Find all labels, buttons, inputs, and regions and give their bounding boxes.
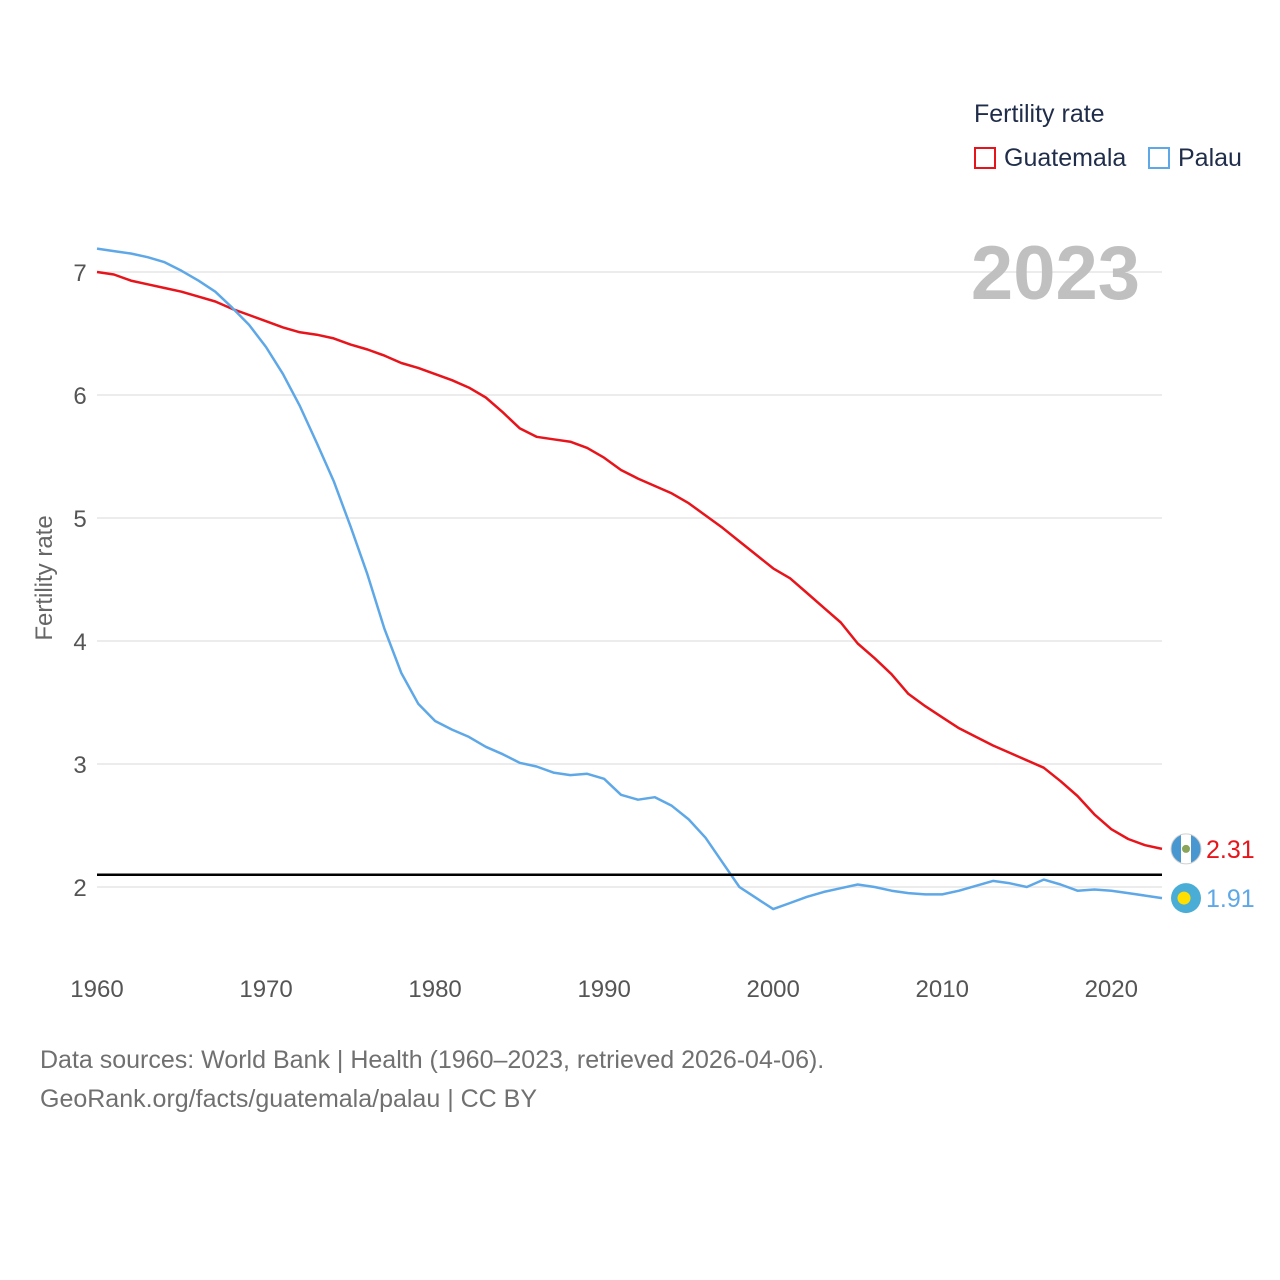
y-tick-label: 6 [73,383,86,410]
legend-swatch-guatemala [974,147,996,169]
legend-label-guatemala: Guatemala [1004,143,1127,172]
source-link[interactable]: GeoRank.org/facts/guatemala/palau | CC B… [40,1085,538,1113]
end-value-guatemala: 2.31 [1206,836,1255,864]
palau-flag-icon [1171,883,1201,914]
series-lines [96,247,1163,911]
x-tick-label: 2020 [1085,976,1138,1003]
guatemala-flag-icon [1170,833,1202,865]
legend-item-palau[interactable]: Palau [1148,144,1242,172]
y-tick-label: 3 [73,752,86,779]
end-value-palau: 1.91 [1206,885,1255,913]
y-tick-label: 7 [73,260,86,287]
y-tick-label: 5 [73,506,86,533]
x-tick-label: 2000 [746,976,799,1003]
x-tick-label: 1990 [577,976,630,1003]
legend-item-guatemala[interactable]: Guatemala [974,144,1126,172]
y-tick-label: 2 [73,875,86,902]
grid-lines [97,271,1162,888]
x-axis-ticks: 1960 1970 1980 1990 2000 2010 2020 [70,976,1138,1003]
x-tick-label: 1960 [70,976,123,1003]
source-text: Data sources: World Bank | Health (1960–… [40,1046,825,1074]
y-axis-label: Fertility rate [31,515,58,640]
x-tick-label: 1980 [408,976,461,1003]
legend-swatch-palau [1148,147,1170,169]
chart-year-title: 2023 [971,231,1140,316]
series-line-guatemala [96,270,1163,851]
legend-title: Fertility rate [974,100,1105,128]
legend-label-palau: Palau [1178,143,1242,172]
x-tick-label: 2010 [916,976,969,1003]
x-tick-label: 1970 [239,976,292,1003]
y-axis-ticks: 2 3 4 5 6 7 [73,260,86,902]
y-tick-label: 4 [73,629,86,656]
series-end-markers: 2.31 1.91 [1170,833,1255,914]
series-line-palau [96,247,1163,911]
